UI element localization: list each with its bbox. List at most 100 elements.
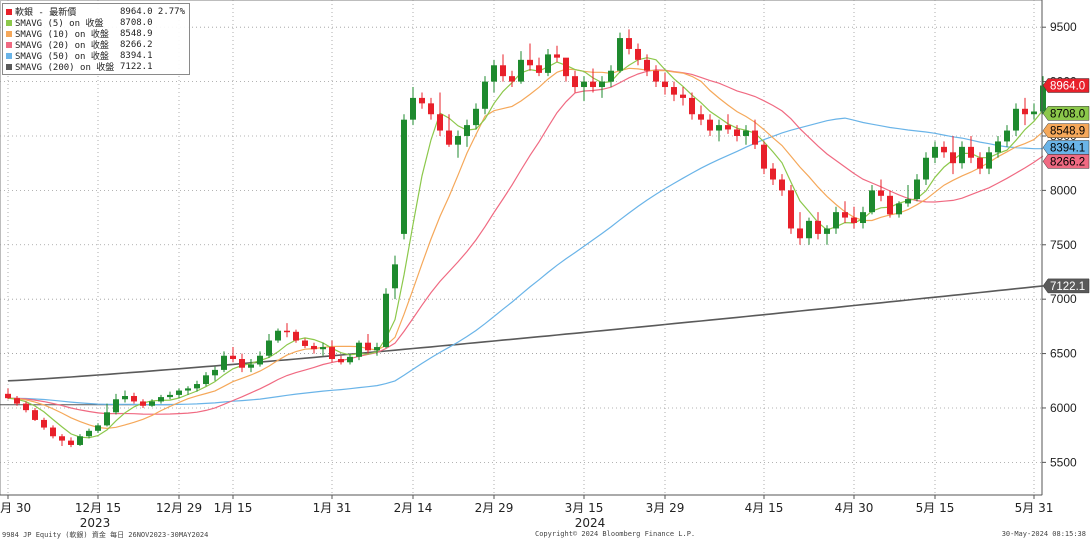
candle-body: [275, 330, 281, 341]
x-tick-label: 2月 29: [475, 501, 514, 515]
legend-series-value: 8964.0 2.77%: [120, 6, 186, 17]
candle-body: [392, 264, 398, 289]
candle-body: [905, 199, 911, 204]
candle-body: [1040, 85, 1046, 112]
candle-body: [941, 146, 947, 153]
legend-item: 軟銀 - 最新價 8964.0 2.77%: [6, 6, 186, 18]
legend-swatch: [6, 8, 12, 15]
candle-body: [491, 65, 497, 82]
candle-body: [428, 103, 434, 115]
candle-body: [590, 81, 596, 88]
footer-right: 30-May-2024 08:15:38: [1001, 530, 1086, 538]
last-value-box: [1042, 106, 1090, 121]
sma-5-line: [7, 57, 1044, 439]
y-tick-label: 8000: [1050, 183, 1077, 197]
last-value-box: [1042, 78, 1090, 93]
candle-body: [680, 94, 686, 98]
candle-body: [374, 347, 380, 351]
candle-body: [536, 65, 542, 73]
candle-body: [59, 436, 65, 441]
candle-body: [887, 195, 893, 215]
candle-body: [815, 220, 821, 234]
candle-body: [563, 57, 569, 77]
candle-body: [482, 81, 488, 109]
candle-body: [743, 130, 749, 136]
legend-series-name: SMAVG (10) on 收盤: [15, 30, 109, 40]
y-tick-label: 7500: [1050, 238, 1077, 252]
legend-swatch: [6, 63, 12, 70]
candle-body: [554, 54, 560, 58]
candle-body: [419, 97, 425, 104]
sma-50-line: [7, 117, 1043, 406]
legend-series-value: 8266.2: [120, 39, 153, 50]
year-label: 2024: [575, 516, 606, 530]
candle-body: [194, 384, 200, 389]
y-tick-label: 5500: [1050, 455, 1077, 469]
last-value-tag: 8548.9: [1042, 123, 1090, 138]
legend-swatch: [6, 30, 12, 37]
candle-body: [230, 355, 236, 360]
candle-body: [923, 157, 929, 180]
candle-body: [131, 396, 137, 402]
candle-body: [1031, 111, 1037, 115]
legend: 軟銀 - 最新價 8964.0 2.77% SMAVG (5) on 收盤 8708.…: [2, 3, 190, 75]
candle-body: [113, 399, 119, 413]
candle-body: [437, 114, 443, 131]
candle-body: [338, 359, 344, 363]
candle-body: [14, 398, 20, 404]
y-tick-label: 7000: [1050, 292, 1077, 306]
candle-body: [5, 393, 11, 399]
candle-body: [689, 97, 695, 115]
candle-body: [608, 70, 614, 82]
candle-body: [320, 347, 326, 350]
legend-item: SMAVG (10) on 收盤 8548.9: [6, 28, 186, 40]
legend-item: SMAVG (20) on 收盤 8266.2: [6, 39, 186, 51]
candle-body: [1004, 130, 1010, 142]
last-value-text: 8548.9: [1050, 126, 1085, 138]
candle-body: [176, 390, 182, 395]
candle-body: [455, 135, 461, 145]
candle-body: [986, 152, 992, 169]
last-value-box: [1042, 278, 1090, 294]
x-tick-label: 11月 30: [0, 501, 31, 515]
legend-swatch: [6, 52, 12, 59]
last-value-tag: 8708.0: [1042, 106, 1090, 121]
legend-item: SMAVG (200) on 收盤 7122.1: [6, 61, 186, 73]
candle-body: [203, 375, 209, 385]
candle-body: [617, 38, 623, 71]
x-tick-label: 4月 30: [835, 501, 874, 515]
candle-body: [464, 125, 470, 136]
axes: 55006000650070007500800085009000950011月 …: [0, 0, 1077, 530]
candle-body: [761, 144, 767, 169]
candle-body: [266, 340, 272, 356]
legend-series-name: SMAVG (20) on 收盤: [15, 41, 109, 51]
footer-center: Copyright© 2024 Bloomberg Finance L.P.: [535, 530, 696, 538]
candle-body: [95, 425, 101, 431]
candle-body: [248, 364, 254, 368]
candle-body: [752, 130, 758, 145]
candle-body: [842, 212, 848, 218]
x-tick-label: 3月 15: [565, 501, 604, 515]
candle-body: [959, 146, 965, 164]
candle-body: [797, 228, 803, 239]
last-value-tag: 8964.0: [1042, 78, 1090, 93]
candle-body: [356, 342, 362, 357]
candle-body: [581, 81, 587, 88]
candle-body: [1022, 108, 1028, 115]
candle-body: [158, 397, 164, 402]
candle-body: [995, 141, 1001, 153]
legend-series-name: SMAVG (50) on 收盤: [15, 52, 109, 62]
moving-averages: [7, 57, 1044, 439]
candle-body: [302, 340, 308, 346]
last-value-text: 8266.2: [1050, 156, 1085, 168]
legend-series-value: 8394.1: [120, 50, 153, 61]
y-tick-label: 6500: [1050, 347, 1077, 361]
last-value-text: 8708.0: [1050, 108, 1085, 120]
legend-series-value: 7122.1: [120, 61, 153, 72]
candle-body: [806, 220, 812, 239]
legend-series-name: SMAVG (200) on 收盤: [15, 63, 115, 73]
x-tick-label: 1月 15: [214, 501, 253, 515]
candle-body: [257, 355, 263, 365]
candle-body: [716, 125, 722, 131]
candle-body: [311, 345, 317, 350]
